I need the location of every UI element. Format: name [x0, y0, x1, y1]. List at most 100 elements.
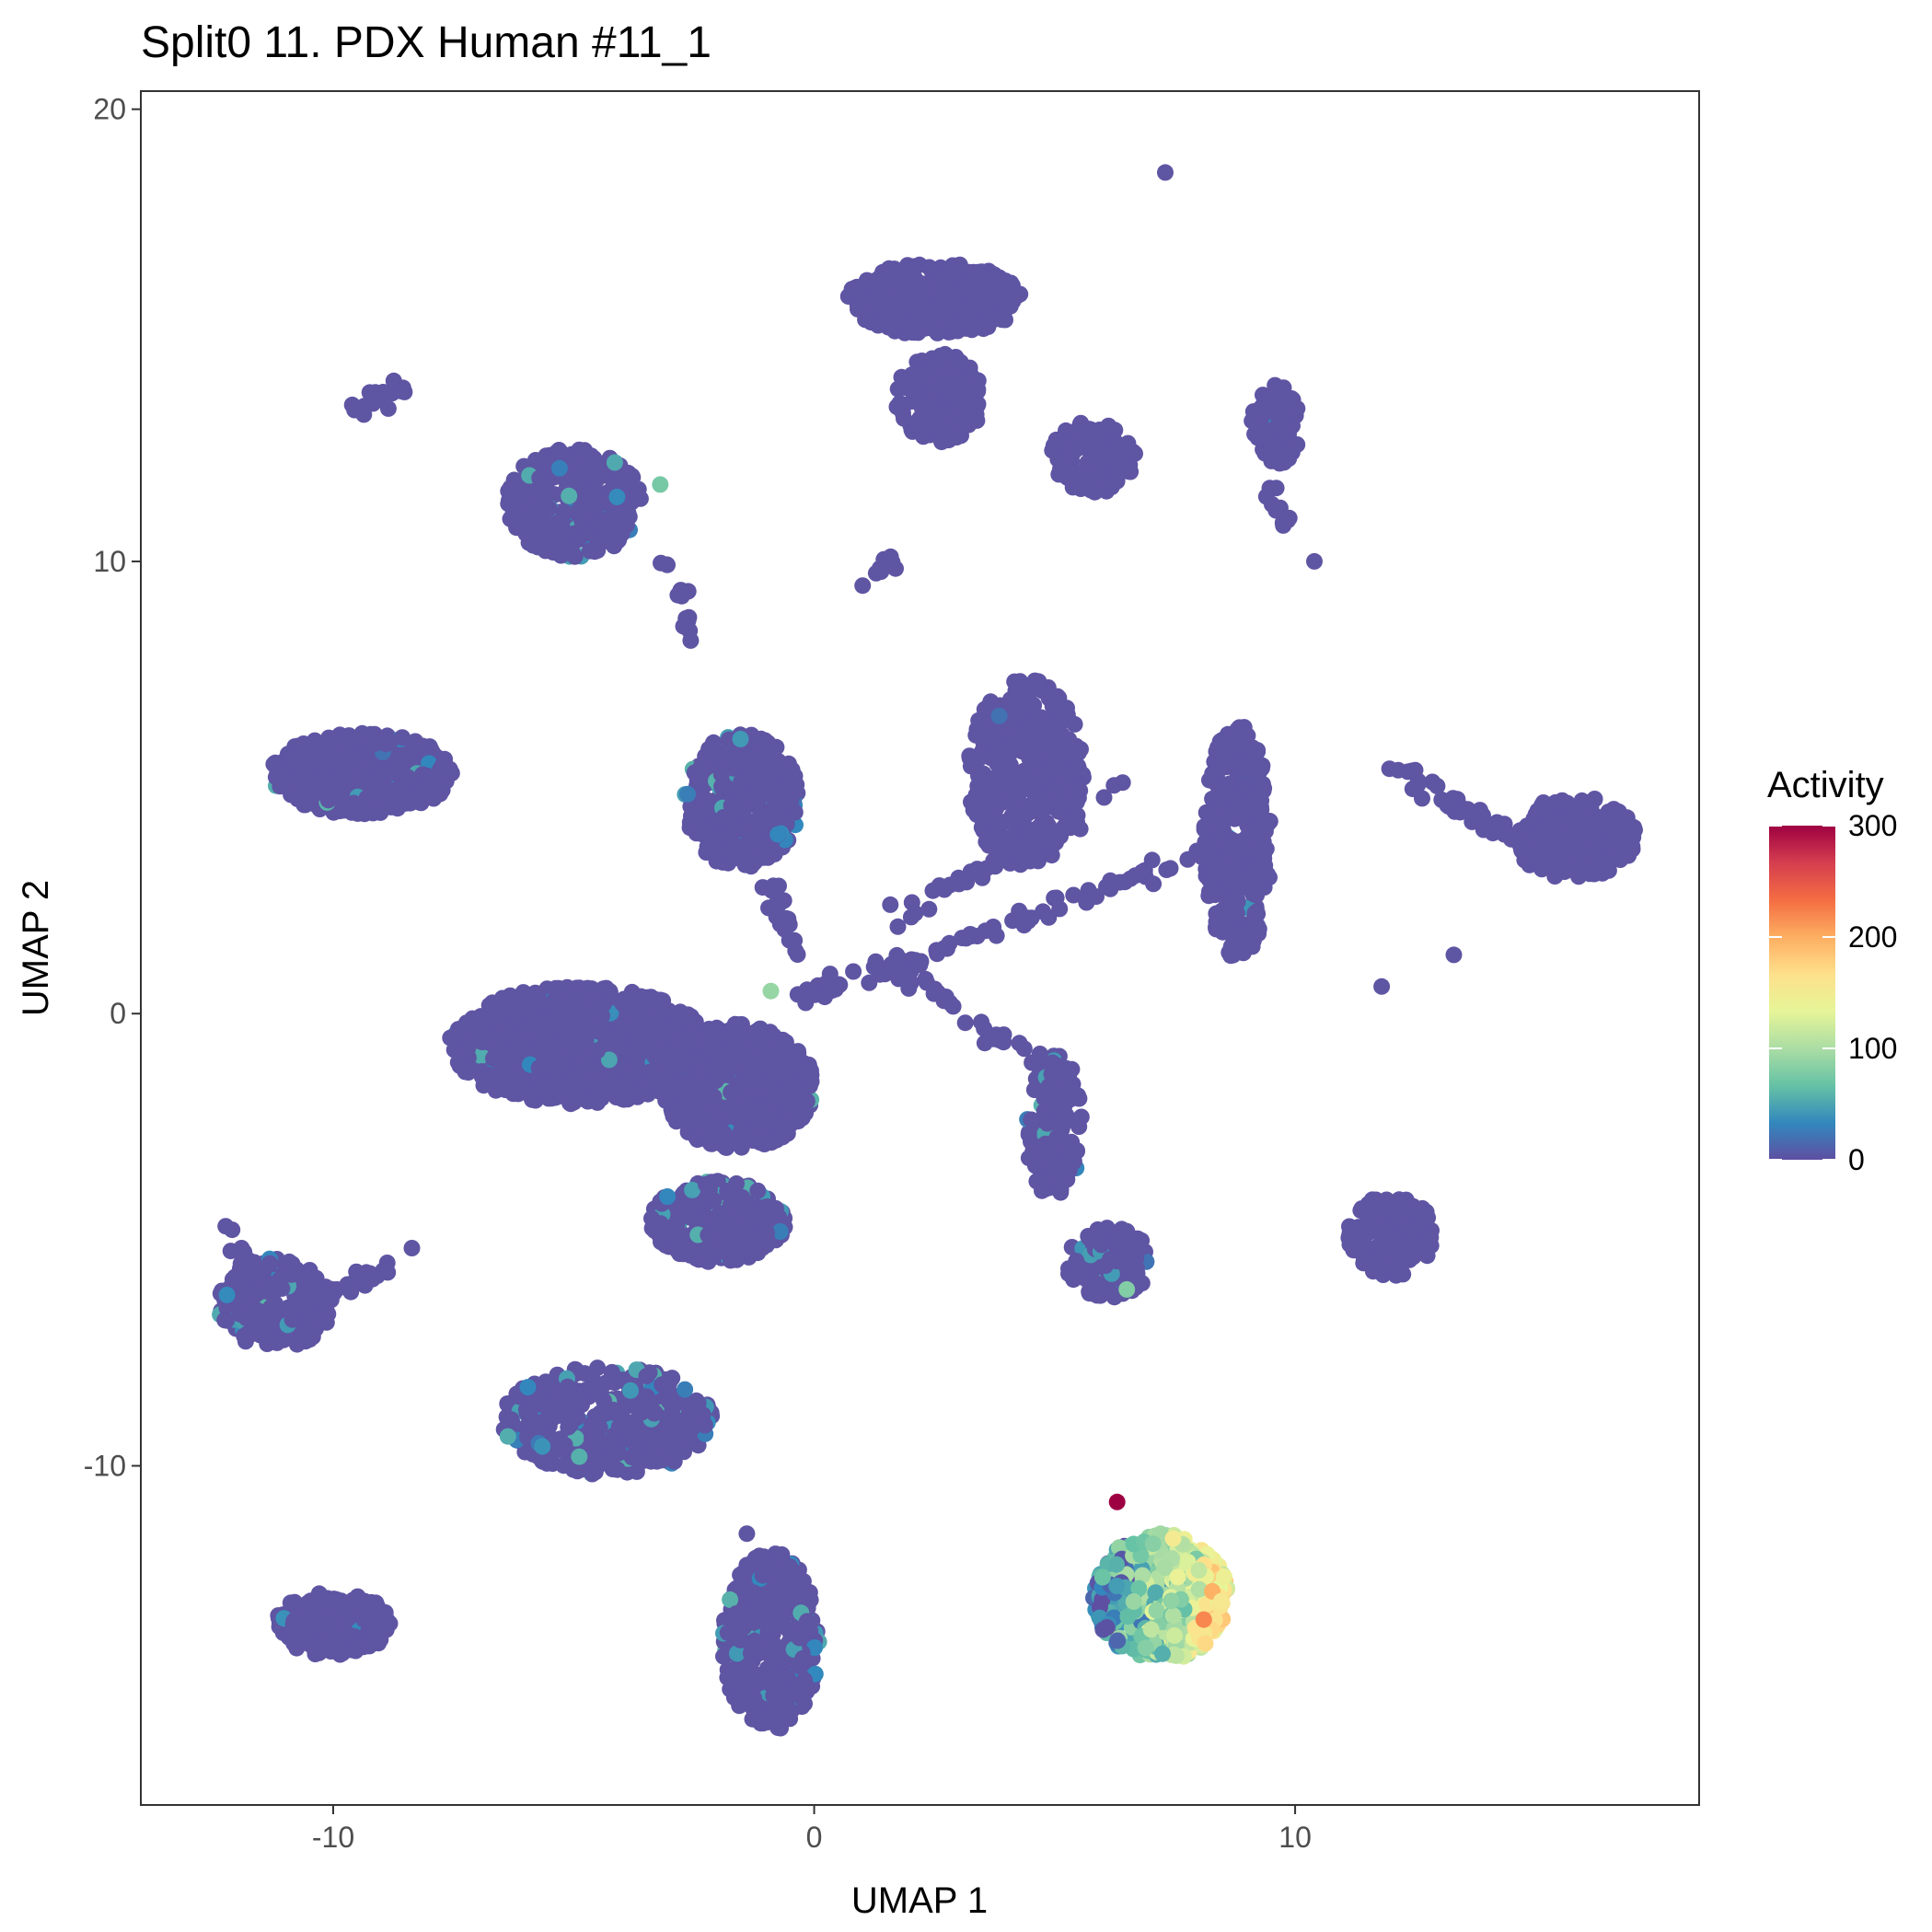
data-point: [1121, 457, 1139, 474]
data-point: [606, 454, 623, 471]
data-point: [1025, 708, 1043, 725]
data-point: [1218, 912, 1235, 930]
data-point: [747, 831, 765, 849]
data-point: [662, 1021, 679, 1038]
data-point: [588, 1023, 606, 1040]
data-point: [535, 1024, 552, 1041]
data-point: [914, 311, 931, 329]
data-point: [1006, 702, 1024, 720]
data-point: [1263, 452, 1280, 469]
data-point: [951, 356, 968, 374]
data-point: [473, 1063, 491, 1081]
data-point: [983, 731, 1001, 748]
data-point: [1072, 741, 1089, 758]
data-point: [398, 789, 415, 806]
data-point: [524, 986, 541, 1003]
data-point: [267, 1334, 284, 1351]
data-point: [419, 767, 436, 784]
data-point: [782, 766, 800, 783]
data-point: [1615, 845, 1633, 862]
data-point: [366, 735, 384, 752]
data-point: [787, 783, 804, 801]
data-point: [929, 324, 946, 341]
data-point: [493, 989, 511, 1007]
data-point: [1013, 804, 1031, 822]
data-point: [571, 441, 588, 458]
data-point: [753, 749, 770, 767]
data-point: [267, 769, 284, 786]
data-point: [588, 515, 606, 533]
data-point: [897, 319, 915, 337]
data-point: [681, 1034, 699, 1051]
data-point: [981, 826, 999, 843]
data-point: [612, 515, 630, 533]
data-point: [547, 1089, 563, 1106]
data-point: [1059, 461, 1076, 478]
data-point: [770, 1091, 788, 1108]
data-point: [459, 1064, 477, 1081]
data-point: [910, 275, 928, 293]
data-point: [634, 992, 652, 1010]
data-point: [1240, 920, 1257, 938]
data-point: [1546, 793, 1564, 811]
data-point: [568, 1001, 585, 1019]
data-point: [948, 429, 966, 445]
data-point: [489, 1009, 506, 1026]
data-point: [608, 488, 626, 505]
data-point: [304, 1328, 321, 1346]
data-point: [504, 1048, 522, 1066]
data-point: [931, 407, 949, 423]
data-point: [1589, 838, 1606, 855]
data-point: [914, 365, 931, 383]
data-point: [796, 1062, 814, 1080]
data-point: [1080, 470, 1097, 488]
data-point: [611, 1078, 629, 1095]
data-point: [1553, 814, 1570, 831]
data-point: [1244, 740, 1262, 758]
data-point: [943, 388, 960, 406]
data-point: [624, 469, 642, 486]
data-point: [408, 738, 425, 756]
data-point: [883, 307, 900, 325]
data-point: [283, 1266, 300, 1283]
data-point: [1603, 806, 1621, 824]
data-point: [570, 469, 587, 486]
data-point: [758, 1224, 775, 1242]
data-point: [886, 273, 904, 291]
data-point: [1230, 736, 1247, 754]
data-point: [488, 1072, 505, 1090]
data-point: [1100, 417, 1117, 434]
data-point: [733, 773, 750, 791]
data-point: [218, 1312, 236, 1329]
data-point: [1068, 441, 1085, 457]
data-point: [769, 826, 787, 843]
data-point: [585, 451, 603, 469]
data-point: [1053, 433, 1070, 450]
data-point: [589, 1042, 607, 1059]
data-point: [514, 1082, 530, 1099]
data-point: [559, 1025, 576, 1043]
chart-title: Split0 11. PDX Human #11_1: [141, 18, 711, 67]
data-point: [565, 1080, 583, 1097]
data-point: [706, 835, 723, 851]
data-point: [1211, 754, 1229, 771]
data-point: [758, 780, 775, 797]
data-point: [723, 1083, 740, 1101]
data-point: [1237, 778, 1255, 795]
data-point: [1007, 682, 1024, 700]
data-point: [1248, 816, 1266, 833]
data-point: [700, 1226, 717, 1244]
data-point: [1029, 852, 1047, 870]
data-point: [625, 490, 642, 507]
data-point: [946, 374, 964, 390]
data-point: [481, 997, 499, 1014]
data-point: [1225, 800, 1243, 817]
data-point: [319, 772, 336, 790]
data-point: [1051, 794, 1069, 812]
data-point: [974, 809, 991, 827]
data-point: [754, 1108, 770, 1126]
data-point: [1245, 873, 1262, 890]
data-point: [552, 445, 570, 462]
data-point: [525, 537, 542, 554]
